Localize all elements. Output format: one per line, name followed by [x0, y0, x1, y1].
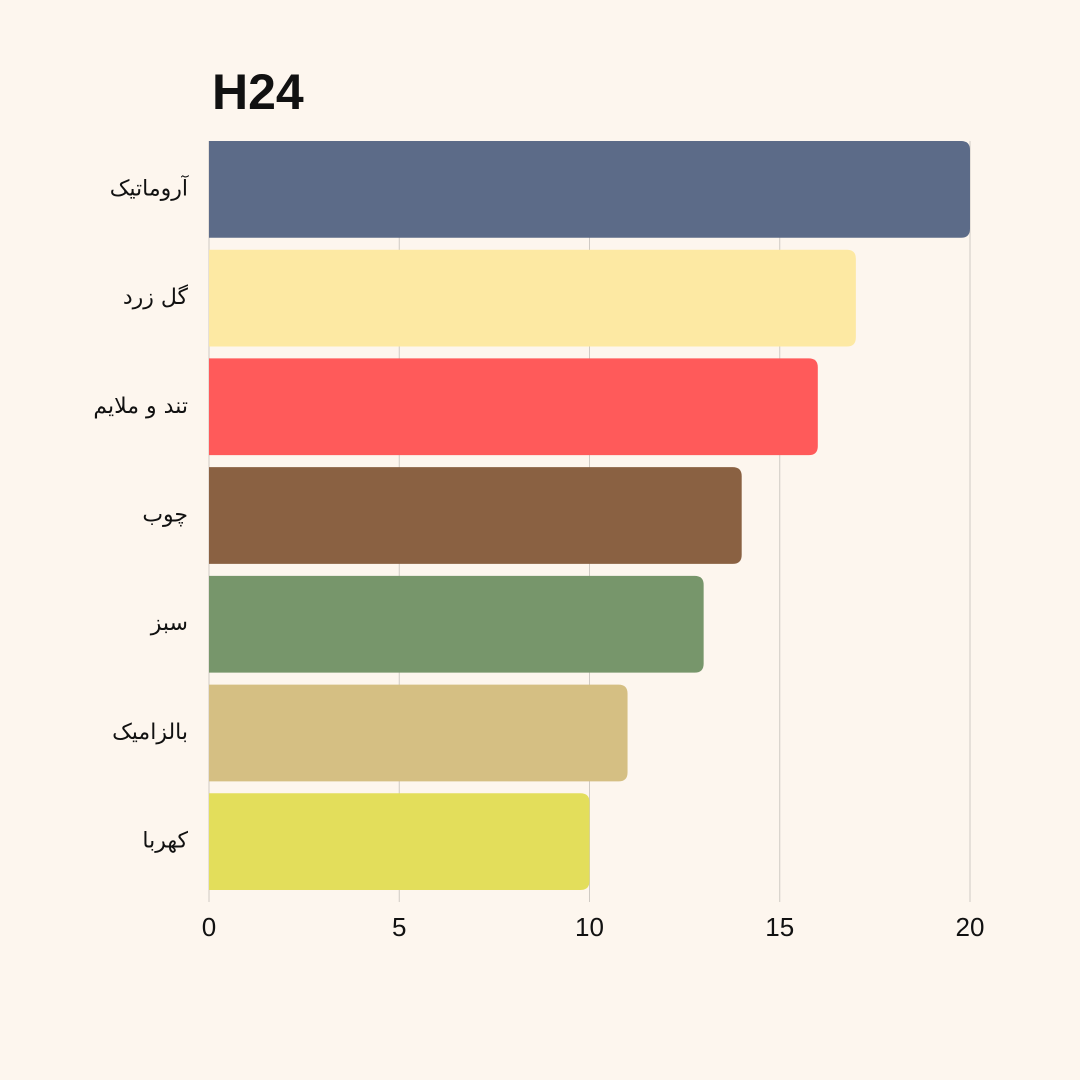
y-tick-label: بالزامیک: [112, 720, 188, 745]
x-tick-label: 10: [575, 912, 604, 942]
y-tick-label: چوب: [142, 503, 188, 528]
y-tick-label: گل زرد: [123, 284, 189, 310]
bar: [209, 467, 742, 564]
bar: [209, 141, 970, 238]
x-tick-label: 20: [956, 912, 985, 942]
y-tick-label: کهربا: [142, 829, 188, 854]
bar: [209, 249, 856, 347]
bar: [209, 575, 704, 673]
x-tick-label: 5: [392, 912, 406, 942]
bar: [209, 358, 818, 456]
y-tick-label: آروماتیک: [110, 174, 189, 201]
bar: [209, 793, 590, 891]
x-tick-label: 15: [765, 912, 794, 942]
y-tick-label: سبز: [150, 611, 188, 636]
y-tick-label: تند و ملایم: [93, 394, 188, 419]
bar: [209, 684, 628, 782]
x-tick-label: 0: [202, 912, 216, 942]
chart-title: H24: [212, 64, 304, 120]
